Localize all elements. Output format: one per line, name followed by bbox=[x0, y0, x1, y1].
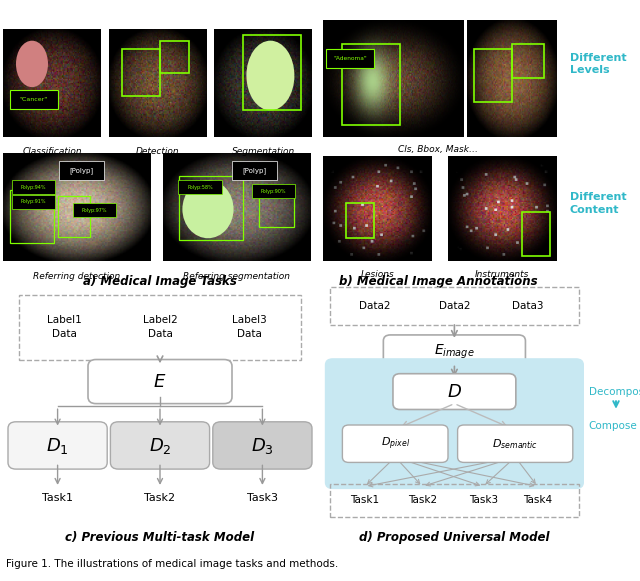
FancyBboxPatch shape bbox=[110, 422, 210, 469]
FancyBboxPatch shape bbox=[325, 358, 584, 489]
Text: Task2: Task2 bbox=[408, 496, 437, 505]
Text: Cls, Bbox, Mask…: Cls, Bbox, Mask… bbox=[398, 145, 479, 154]
Text: $D_2$: $D_2$ bbox=[148, 436, 172, 456]
FancyBboxPatch shape bbox=[342, 425, 448, 462]
Text: [Polyp]: [Polyp] bbox=[70, 167, 93, 174]
Text: b) Medical Image Annotations: b) Medical Image Annotations bbox=[339, 275, 538, 288]
Ellipse shape bbox=[16, 41, 48, 87]
FancyBboxPatch shape bbox=[393, 374, 516, 410]
Text: Different
Content: Different Content bbox=[570, 192, 626, 214]
Text: Lesions: Lesions bbox=[361, 270, 394, 279]
Text: Task2: Task2 bbox=[145, 493, 175, 504]
Text: Label2
Data: Label2 Data bbox=[143, 315, 177, 339]
FancyBboxPatch shape bbox=[458, 425, 573, 462]
FancyBboxPatch shape bbox=[12, 195, 56, 209]
Text: a) Medical Image Tasks: a) Medical Image Tasks bbox=[83, 275, 237, 288]
Text: "Adenoma": "Adenoma" bbox=[333, 56, 367, 61]
Text: $D_3$: $D_3$ bbox=[251, 436, 274, 456]
FancyBboxPatch shape bbox=[232, 161, 277, 180]
Text: Polyp:97%: Polyp:97% bbox=[82, 208, 107, 213]
Text: Task1: Task1 bbox=[350, 496, 380, 505]
FancyBboxPatch shape bbox=[10, 90, 58, 109]
Text: Label1
Data: Label1 Data bbox=[47, 315, 81, 339]
Text: Task1: Task1 bbox=[42, 493, 73, 504]
Text: Detection: Detection bbox=[136, 146, 179, 156]
Text: Label3
Data: Label3 Data bbox=[232, 315, 267, 339]
FancyBboxPatch shape bbox=[12, 180, 56, 194]
Text: Polyp:58%: Polyp:58% bbox=[187, 185, 213, 189]
FancyBboxPatch shape bbox=[178, 180, 222, 194]
Text: $D_{pixel}$: $D_{pixel}$ bbox=[381, 436, 410, 452]
Text: Referring detection: Referring detection bbox=[33, 272, 120, 281]
FancyBboxPatch shape bbox=[88, 360, 232, 404]
Text: Data2: Data2 bbox=[438, 301, 470, 311]
Text: $E_{image}$: $E_{image}$ bbox=[434, 343, 475, 361]
FancyBboxPatch shape bbox=[60, 161, 104, 180]
Text: Polyp:91%: Polyp:91% bbox=[21, 199, 46, 204]
Text: [Polyp]: [Polyp] bbox=[243, 167, 266, 174]
FancyBboxPatch shape bbox=[383, 335, 525, 370]
Text: Referring segmentation: Referring segmentation bbox=[183, 272, 291, 281]
Text: Data3: Data3 bbox=[512, 301, 544, 311]
Ellipse shape bbox=[246, 41, 294, 110]
FancyBboxPatch shape bbox=[326, 49, 374, 68]
Text: Classification: Classification bbox=[22, 146, 82, 156]
Text: d) Proposed Universal Model: d) Proposed Universal Model bbox=[359, 531, 550, 544]
FancyBboxPatch shape bbox=[73, 203, 116, 217]
Text: Polyp:90%: Polyp:90% bbox=[261, 189, 286, 194]
Text: Segmentation: Segmentation bbox=[232, 146, 295, 156]
Text: "Cancer": "Cancer" bbox=[19, 97, 48, 102]
Text: Task4: Task4 bbox=[523, 496, 552, 505]
FancyBboxPatch shape bbox=[252, 184, 296, 198]
Text: $D_1$: $D_1$ bbox=[46, 436, 69, 456]
FancyBboxPatch shape bbox=[8, 422, 107, 469]
Text: Different
Levels: Different Levels bbox=[570, 53, 626, 75]
FancyBboxPatch shape bbox=[212, 422, 312, 469]
Ellipse shape bbox=[182, 180, 234, 238]
Text: Task3: Task3 bbox=[468, 496, 498, 505]
Text: $D_{semantic}$: $D_{semantic}$ bbox=[492, 437, 538, 451]
Text: Data2: Data2 bbox=[358, 301, 390, 311]
Text: $D$: $D$ bbox=[447, 383, 462, 400]
Text: Figure 1. The illustrations of medical image tasks and methods.: Figure 1. The illustrations of medical i… bbox=[6, 559, 339, 569]
Text: Instruments: Instruments bbox=[476, 270, 529, 279]
Text: Task3: Task3 bbox=[247, 493, 278, 504]
Text: Decompose: Decompose bbox=[589, 386, 640, 397]
Text: Compose: Compose bbox=[589, 421, 637, 431]
Text: c) Previous Multi-task Model: c) Previous Multi-task Model bbox=[65, 531, 255, 544]
Text: $E$: $E$ bbox=[154, 372, 166, 390]
Text: Polyp:94%: Polyp:94% bbox=[21, 185, 46, 189]
